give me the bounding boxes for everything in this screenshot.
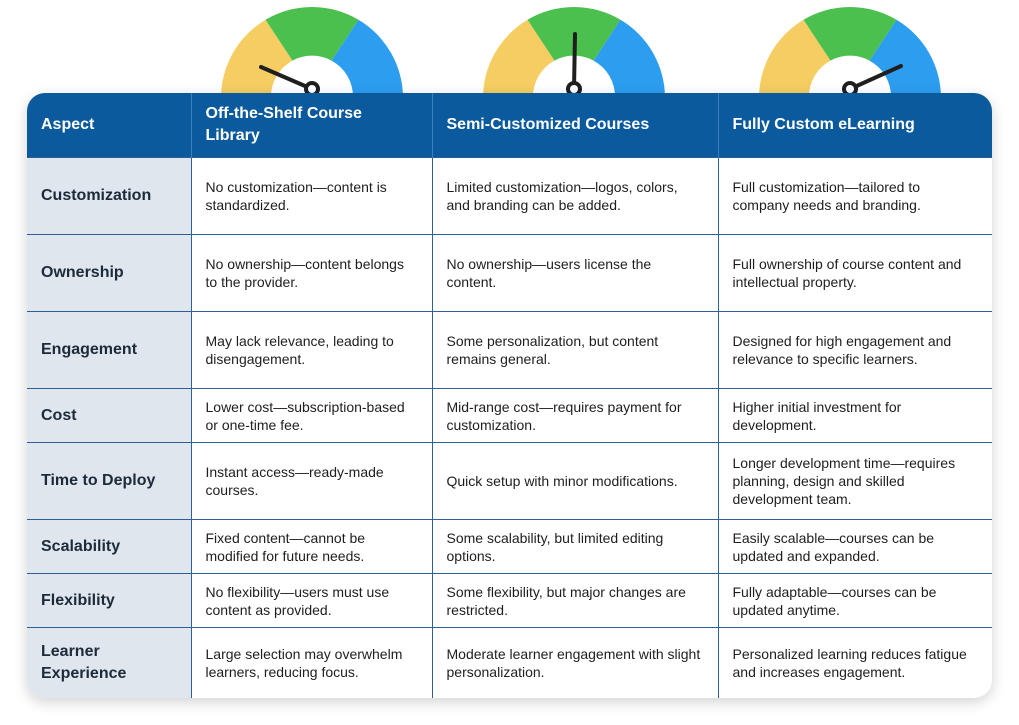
table-cell: Some personalization, but content remain… — [432, 311, 719, 389]
table-cell: Longer development time—requires plannin… — [718, 442, 992, 520]
table-row: Time to Deploy Instant access—ready-made… — [27, 442, 992, 520]
table-row: Customization No customization—content i… — [27, 157, 992, 235]
table-cell: Quick setup with minor modifications. — [432, 442, 719, 520]
header-aspect: Aspect — [27, 93, 192, 158]
speedometer-icon — [221, 7, 403, 98]
gauge-semi-customized — [479, 0, 669, 100]
table-cell: Some flexibility, but major changes are … — [432, 573, 719, 628]
table-cell: Easily scalable—courses can be updated a… — [718, 519, 992, 574]
header-fully-custom: Fully Custom eLearning — [718, 93, 992, 158]
table-row: Flexibility No flexibility—users must us… — [27, 573, 992, 628]
table-cell: Instant access—ready-made courses. — [191, 442, 433, 520]
table-cell: No customization—content is standardized… — [191, 157, 433, 235]
table-cell: Lower cost—subscription-based or one-tim… — [191, 388, 433, 443]
table-cell: No ownership—content belongs to the prov… — [191, 234, 433, 312]
header-semi-customized: Semi-Customized Courses — [432, 93, 719, 158]
table-header-row: Aspect Off-the-Shelf Course Library Semi… — [27, 93, 992, 158]
table-cell: May lack relevance, leading to disengage… — [191, 311, 433, 389]
speedometer-icon — [483, 7, 665, 98]
table-row: Engagement May lack relevance, leading t… — [27, 311, 992, 389]
table-row: Ownership No ownership—content belongs t… — [27, 234, 992, 312]
aspect-cell: Time to Deploy — [27, 442, 192, 520]
table-row: Learner Experience Large selection may o… — [27, 627, 992, 698]
comparison-table-card: Aspect Off-the-Shelf Course Library Semi… — [27, 93, 992, 698]
aspect-cell: Ownership — [27, 234, 192, 312]
table-cell: No flexibility—users must use content as… — [191, 573, 433, 628]
table-row: Scalability Fixed content—cannot be modi… — [27, 519, 992, 574]
table-cell: Full ownership of course content and int… — [718, 234, 992, 312]
gauge-fully-custom — [755, 0, 945, 100]
aspect-cell: Cost — [27, 388, 192, 443]
table-cell: Personalized learning reduces fatigue an… — [718, 627, 992, 698]
table-cell: Limited customization—logos, colors, and… — [432, 157, 719, 235]
table-cell: Some scalability, but limited editing op… — [432, 519, 719, 574]
aspect-cell: Scalability — [27, 519, 192, 574]
table-cell: Fixed content—cannot be modified for fut… — [191, 519, 433, 574]
table-cell: Full customization—tailored to company n… — [718, 157, 992, 235]
header-off-the-shelf: Off-the-Shelf Course Library — [191, 93, 433, 158]
aspect-cell: Engagement — [27, 311, 192, 389]
table-cell: No ownership—users license the content. — [432, 234, 719, 312]
table-cell: Fully adaptable—courses can be updated a… — [718, 573, 992, 628]
aspect-cell: Customization — [27, 157, 192, 235]
comparison-table: Aspect Off-the-Shelf Course Library Semi… — [27, 93, 992, 698]
table-row: Cost Lower cost—subscription-based or on… — [27, 388, 992, 443]
speedometer-icon — [759, 7, 941, 98]
aspect-cell: Flexibility — [27, 573, 192, 628]
gauge-off-the-shelf — [217, 0, 407, 100]
aspect-cell: Learner Experience — [27, 627, 192, 698]
table-cell: Moderate learner engagement with slight … — [432, 627, 719, 698]
table-cell: Mid-range cost—requires payment for cust… — [432, 388, 719, 443]
table-cell: Higher initial investment for developmen… — [718, 388, 992, 443]
table-cell: Large selection may overwhelm learners, … — [191, 627, 433, 698]
table-cell: Designed for high engagement and relevan… — [718, 311, 992, 389]
